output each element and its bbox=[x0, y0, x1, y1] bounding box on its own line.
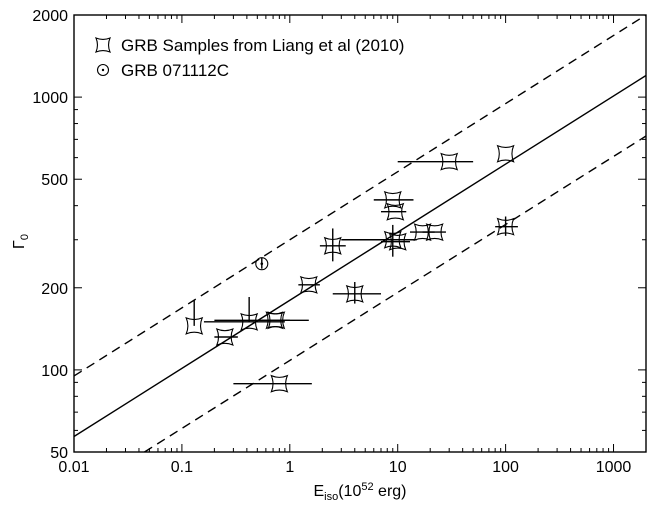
x-tick-label: 0.1 bbox=[171, 459, 193, 476]
concave-square-marker bbox=[185, 316, 204, 335]
data-point-grb-sample bbox=[496, 144, 515, 163]
legend-marker-concave-square bbox=[94, 36, 112, 54]
data-point-grb-sample bbox=[397, 152, 474, 171]
dashed-bound-line bbox=[73, 14, 647, 377]
concave-square-marker bbox=[388, 232, 407, 251]
data-point-grb-071112c bbox=[255, 257, 269, 271]
y-tick-label: 50 bbox=[50, 445, 68, 462]
y-tick-label: 200 bbox=[41, 281, 68, 298]
concave-square-marker bbox=[386, 202, 405, 221]
data-point-grb-sample bbox=[495, 216, 518, 236]
concave-square-marker bbox=[496, 144, 515, 163]
legend-label-grb-071112c: GRB 071112C bbox=[121, 61, 229, 80]
x-tick-label: 0.01 bbox=[58, 459, 89, 476]
x-axis-label-tail: erg) bbox=[374, 483, 407, 500]
concave-square-marker bbox=[270, 374, 289, 393]
concave-square-marker bbox=[383, 190, 402, 209]
data-points bbox=[185, 144, 518, 393]
data-point-grb-sample bbox=[298, 275, 320, 294]
x-tick-label: 1000 bbox=[596, 459, 632, 476]
y-tick-label: 2000 bbox=[32, 8, 68, 25]
y-axis-label-sub: 0 bbox=[19, 234, 31, 240]
data-point-grb-sample bbox=[380, 202, 407, 221]
x-tick-label: 10 bbox=[389, 459, 407, 476]
x-axis-label: Eiso(1052 erg) bbox=[313, 481, 406, 503]
circle-marker-dot bbox=[260, 262, 264, 266]
concave-square-marker bbox=[425, 223, 444, 242]
data-point-grb-sample bbox=[203, 297, 285, 331]
data-point-grb-sample bbox=[380, 232, 411, 251]
data-point-grb-sample bbox=[373, 190, 414, 209]
y-tick-label: 500 bbox=[41, 172, 68, 189]
legend: GRB Samples from Liang et al (2010) GRB … bbox=[94, 36, 404, 80]
x-axis-label-rest: (10 bbox=[338, 483, 361, 500]
data-point-grb-sample bbox=[214, 327, 238, 347]
circle-marker bbox=[255, 257, 269, 271]
concave-square-marker bbox=[496, 217, 515, 236]
concave-square-marker bbox=[323, 236, 342, 255]
concave-square-marker bbox=[215, 327, 234, 347]
concave-square-marker bbox=[413, 223, 432, 242]
fit-line bbox=[73, 74, 647, 438]
y-axis-label-main: Γ bbox=[11, 240, 28, 249]
y-tick-label: 100 bbox=[41, 363, 68, 380]
concave-square-marker bbox=[240, 312, 259, 331]
data-point-grb-sample bbox=[185, 300, 204, 335]
legend-marker-dot bbox=[101, 68, 105, 72]
x-tick-label: 1 bbox=[285, 459, 294, 476]
legend-marker-circle bbox=[96, 63, 110, 77]
concave-square-marker bbox=[267, 311, 286, 330]
data-point-grb-sample bbox=[214, 311, 309, 330]
data-point-grb-sample bbox=[332, 281, 381, 304]
legend-item-grb-samples: GRB Samples from Liang et al (2010) bbox=[94, 36, 404, 55]
plot-frame bbox=[73, 14, 647, 453]
dashed-bound-line bbox=[144, 135, 647, 453]
legend-label-grb-samples: GRB Samples from Liang et al (2010) bbox=[121, 36, 404, 55]
legend-item-grb-071112c: GRB 071112C bbox=[96, 61, 229, 80]
data-point-grb-sample bbox=[319, 228, 346, 262]
axis-ticks: 0.01 0.1 1 10 100 1000 50 100 200 500 1000 2000 bbox=[32, 8, 647, 476]
x-axis-label-sub: iso bbox=[324, 491, 338, 503]
x-axis-label-main: E bbox=[313, 483, 324, 500]
concave-square-marker bbox=[345, 284, 364, 303]
x-tick-label: 100 bbox=[492, 459, 519, 476]
fit-lines bbox=[73, 14, 647, 453]
y-tick-label: 1000 bbox=[32, 90, 68, 107]
data-point-grb-sample bbox=[341, 224, 417, 257]
concave-square-marker bbox=[299, 275, 318, 294]
y-axis-label: Γ0 bbox=[11, 234, 31, 249]
data-point-grb-sample bbox=[233, 374, 312, 393]
concave-square-marker bbox=[440, 152, 459, 171]
data-point-grb-sample bbox=[422, 223, 446, 242]
x-axis-label-sup: 52 bbox=[361, 481, 373, 493]
